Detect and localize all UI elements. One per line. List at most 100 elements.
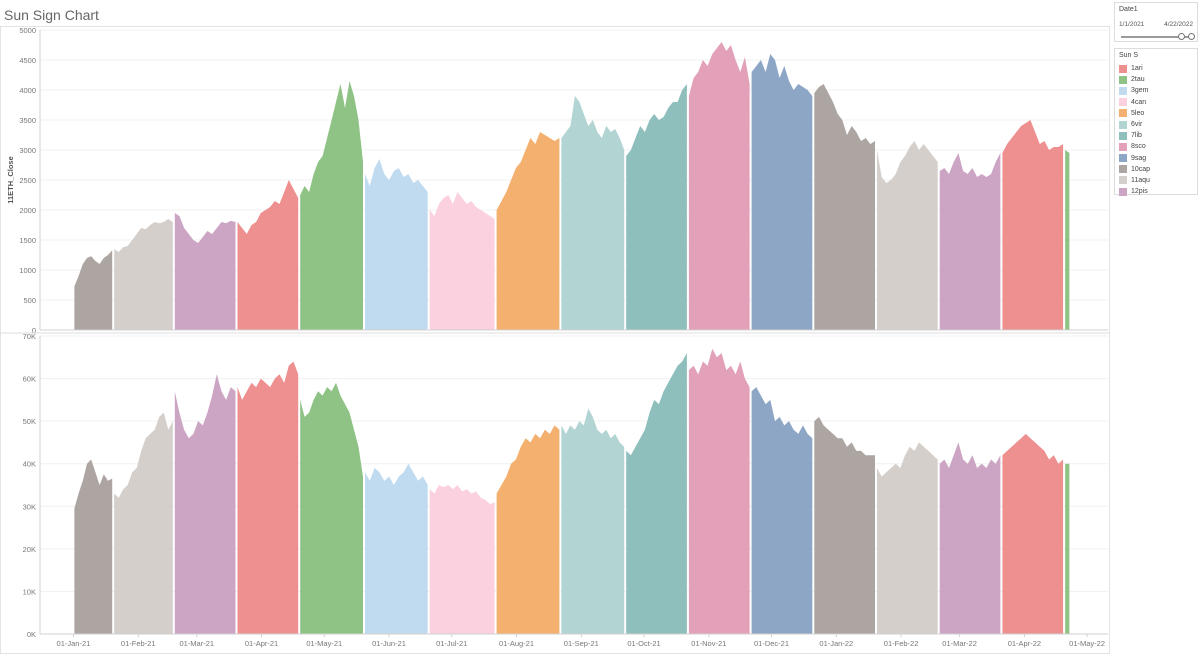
y-tick-label: 20K bbox=[23, 545, 36, 554]
y-tick-label: 1000 bbox=[19, 266, 36, 275]
y-tick-label: 0 bbox=[32, 326, 36, 335]
legend-label: 10cap bbox=[1131, 165, 1151, 173]
area-8sco bbox=[688, 348, 750, 634]
area-3gem bbox=[365, 159, 428, 330]
area-6vir bbox=[561, 408, 625, 634]
x-tick-label: 01-Aug-21 bbox=[499, 639, 534, 648]
legend-list: 1ari 2tau 3gem 4can 5leo 6vir 7lib 8sco 9sag 10ca… bbox=[1115, 63, 1197, 197]
legend-item-9sag[interactable]: 9sag bbox=[1119, 153, 1193, 164]
legend-label: 5leo bbox=[1131, 109, 1145, 117]
y-tick-label: 50K bbox=[23, 417, 36, 426]
legend-item-2tau[interactable]: 2tau bbox=[1119, 74, 1193, 85]
area-5leo bbox=[496, 132, 560, 330]
x-tick-label: 01-Jul-21 bbox=[436, 639, 467, 648]
x-tick-label: 01-Jan-22 bbox=[819, 639, 853, 648]
area-9sag bbox=[751, 54, 813, 330]
area-1ari bbox=[1002, 433, 1064, 634]
legend-swatch bbox=[1119, 98, 1127, 107]
y-tick-label: 1500 bbox=[19, 236, 36, 245]
date-end-handle[interactable] bbox=[1188, 33, 1195, 40]
x-tick-label: 01-Oct-21 bbox=[627, 639, 660, 648]
legend-swatch bbox=[1119, 131, 1127, 140]
area-2tau bbox=[300, 382, 363, 634]
area-12pis bbox=[939, 153, 1001, 330]
legend-label: 3gem bbox=[1131, 87, 1149, 95]
area-4can bbox=[429, 485, 495, 634]
area-2tau bbox=[1065, 463, 1070, 634]
area-9sag bbox=[751, 387, 813, 634]
legend-item-4can[interactable]: 4can bbox=[1119, 97, 1193, 108]
area-7lib bbox=[626, 84, 687, 330]
area-11aqu bbox=[877, 442, 938, 634]
legend-item-6vir[interactable]: 6vir bbox=[1119, 119, 1193, 130]
legend-swatch bbox=[1119, 165, 1127, 174]
legend-item-8sco[interactable]: 8sco bbox=[1119, 141, 1193, 152]
x-tick-label: 01-Dec-21 bbox=[754, 639, 789, 648]
y-tick-label: 40K bbox=[23, 460, 36, 469]
legend-label: 7lib bbox=[1131, 132, 1142, 140]
legend-label: 9sag bbox=[1131, 154, 1147, 162]
legend-label: 2tau bbox=[1131, 76, 1145, 84]
y-tick-label: 500 bbox=[23, 296, 36, 305]
legend-item-7lib[interactable]: 7lib bbox=[1119, 130, 1193, 141]
legend-swatch bbox=[1119, 109, 1127, 118]
legend-swatch bbox=[1119, 64, 1127, 73]
date-filter-title: Date1 bbox=[1119, 6, 1138, 13]
legend-label: 6vir bbox=[1131, 121, 1143, 129]
legend-title: Sun S bbox=[1119, 52, 1139, 59]
legend-item-3gem[interactable]: 3gem bbox=[1119, 85, 1193, 96]
y-tick-label: 10K bbox=[23, 587, 36, 596]
legend-swatch bbox=[1119, 142, 1127, 151]
legend-label: 12pis bbox=[1131, 188, 1148, 196]
legend-swatch bbox=[1119, 120, 1127, 129]
y-axis-title: 11ETH_Close bbox=[6, 156, 15, 204]
y-tick-label: 2000 bbox=[19, 206, 36, 215]
legend-swatch bbox=[1119, 75, 1127, 84]
x-tick-label: 01-Feb-21 bbox=[121, 639, 156, 648]
y-tick-label: 3500 bbox=[19, 116, 36, 125]
date-range-slider[interactable] bbox=[1121, 33, 1195, 40]
x-tick-label: 01-Feb-22 bbox=[884, 639, 919, 648]
area-6vir bbox=[561, 96, 625, 330]
legend-swatch bbox=[1119, 187, 1127, 196]
x-tick-label: 01-Mar-22 bbox=[942, 639, 977, 648]
x-tick-label: 01-Mar-21 bbox=[179, 639, 214, 648]
area-11aqu bbox=[114, 412, 173, 634]
legend-swatch bbox=[1119, 154, 1127, 163]
y-tick-label: 0K bbox=[27, 630, 36, 639]
date-start-handle[interactable] bbox=[1178, 33, 1185, 40]
x-tick-label: 01-Nov-21 bbox=[691, 639, 726, 648]
x-tick-label: 01-Apr-21 bbox=[245, 639, 278, 648]
area-12pis bbox=[174, 374, 236, 634]
x-tick-label: 01-Jun-21 bbox=[372, 639, 406, 648]
area-1ari bbox=[237, 361, 299, 634]
x-tick-label: 01-May-21 bbox=[306, 639, 342, 648]
y-tick-label: 4500 bbox=[19, 56, 36, 65]
area-8sco bbox=[688, 42, 750, 330]
legend-label: 11aqu bbox=[1131, 176, 1150, 184]
legend-swatch bbox=[1119, 176, 1127, 185]
sun-sign-charts: 0 500 1000 1500 2000 2500 3000 3500 4000 4500 5000… bbox=[0, 26, 1110, 648]
legend-label: 4can bbox=[1131, 98, 1147, 106]
chart-frame bbox=[0, 26, 1110, 654]
area-11aqu bbox=[114, 219, 173, 330]
area-3gem bbox=[365, 463, 428, 634]
sign-legend: Sun S 1ari 2tau 3gem 4can 5leo 6vir 7lib 8sco 9s… bbox=[1114, 48, 1198, 197]
date-end-label: 4/22/2022 bbox=[1164, 21, 1193, 28]
legend-item-1ari[interactable]: 1ari bbox=[1119, 63, 1193, 74]
area-10cap bbox=[74, 459, 113, 634]
legend-swatch bbox=[1119, 86, 1127, 95]
area-4can bbox=[429, 192, 495, 330]
legend-item-10cap[interactable]: 10cap bbox=[1119, 164, 1193, 175]
area-2tau bbox=[300, 81, 363, 330]
y-tick-label: 70K bbox=[23, 332, 36, 341]
area-11aqu bbox=[877, 141, 938, 330]
legend-item-5leo[interactable]: 5leo bbox=[1119, 108, 1193, 119]
area-5leo bbox=[496, 425, 560, 634]
y-tick-label: 4000 bbox=[19, 86, 36, 95]
legend-item-12pis[interactable]: 12pis bbox=[1119, 186, 1193, 197]
x-tick-label: 01-Jan-21 bbox=[57, 639, 91, 648]
legend-item-11aqu[interactable]: 11aqu bbox=[1119, 175, 1193, 186]
y-tick-label: 5000 bbox=[19, 26, 36, 35]
date-range-labels: 1/1/2021 4/22/2022 bbox=[1115, 13, 1197, 28]
